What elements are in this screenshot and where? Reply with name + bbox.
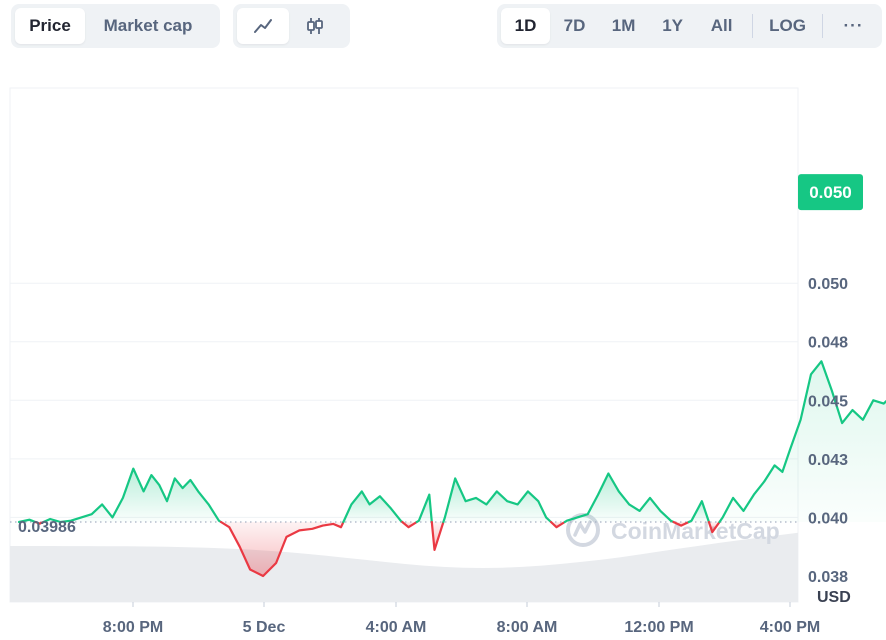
area-above-baseline bbox=[343, 491, 403, 522]
price-line-down bbox=[707, 520, 721, 534]
baseline-label: 0.03986 bbox=[18, 519, 76, 536]
y-tick-label: 0.038 bbox=[808, 569, 848, 586]
price-line-down bbox=[549, 520, 566, 529]
x-tick-label: 5 Dec bbox=[243, 619, 286, 636]
line-chart-button[interactable] bbox=[237, 8, 289, 44]
x-tick-label: 8:00 AM bbox=[497, 619, 558, 636]
tab-1d[interactable]: 1D bbox=[501, 8, 551, 44]
x-tick-label: 8:00 PM bbox=[103, 619, 163, 636]
log-scale-button[interactable]: LOG bbox=[769, 16, 806, 35]
price-line-down bbox=[430, 520, 445, 551]
price-line-up bbox=[563, 472, 675, 524]
candlestick-icon bbox=[307, 18, 323, 34]
y-tick-label: 0.045 bbox=[808, 393, 848, 410]
x-tick-label: 12:00 PM bbox=[624, 619, 693, 636]
price-line-down bbox=[401, 520, 418, 529]
tab-market-cap[interactable]: Market cap bbox=[103, 16, 193, 35]
toolbar-divider bbox=[752, 14, 754, 38]
area-below-baseline bbox=[221, 522, 344, 576]
time-range-toggle: 1D 7D 1M 1Y All LOG ··· bbox=[497, 4, 882, 48]
x-tick-label: 4:00 PM bbox=[760, 619, 820, 636]
price-line-up bbox=[687, 500, 710, 524]
y-tick-label: 0.050 bbox=[808, 276, 848, 293]
chart-style-toggle bbox=[233, 4, 350, 48]
tab-all[interactable]: All bbox=[710, 16, 733, 35]
data-type-toggle: Price Market cap bbox=[11, 4, 220, 48]
price-line-up bbox=[342, 490, 404, 524]
x-tick-label: 4:00 AM bbox=[366, 619, 427, 636]
area-above-baseline bbox=[443, 478, 551, 522]
area-above-baseline bbox=[43, 468, 221, 522]
y-tick-label: 0.040 bbox=[808, 510, 848, 527]
more-options-button[interactable]: ··· bbox=[843, 16, 864, 35]
price-line-down bbox=[672, 520, 690, 527]
tab-price[interactable]: Price bbox=[15, 8, 85, 44]
toolbar-divider bbox=[822, 14, 823, 38]
y-unit-label: USD bbox=[817, 589, 851, 606]
volume-area bbox=[10, 532, 798, 602]
price-line-down bbox=[219, 520, 345, 578]
tab-1m[interactable]: 1M bbox=[611, 16, 636, 35]
price-line-up bbox=[17, 518, 37, 524]
y-tick-label: 0.043 bbox=[808, 452, 848, 469]
y-tick-label: 0.048 bbox=[808, 335, 848, 352]
current-price-label: 0.050 bbox=[809, 183, 852, 202]
area-above-baseline bbox=[719, 361, 886, 522]
price-line-down bbox=[34, 520, 45, 525]
candlestick-button[interactable] bbox=[289, 8, 341, 44]
price-line-up bbox=[415, 493, 433, 524]
tab-7d[interactable]: 7D bbox=[563, 16, 586, 35]
area-above-baseline bbox=[564, 473, 674, 522]
tab-1y[interactable]: 1Y bbox=[662, 16, 683, 35]
price-line-up bbox=[718, 360, 886, 524]
price-line-up bbox=[42, 467, 223, 524]
price-line-up bbox=[442, 477, 553, 524]
current-price-tag bbox=[798, 174, 863, 211]
line-chart-icon bbox=[254, 19, 272, 33]
